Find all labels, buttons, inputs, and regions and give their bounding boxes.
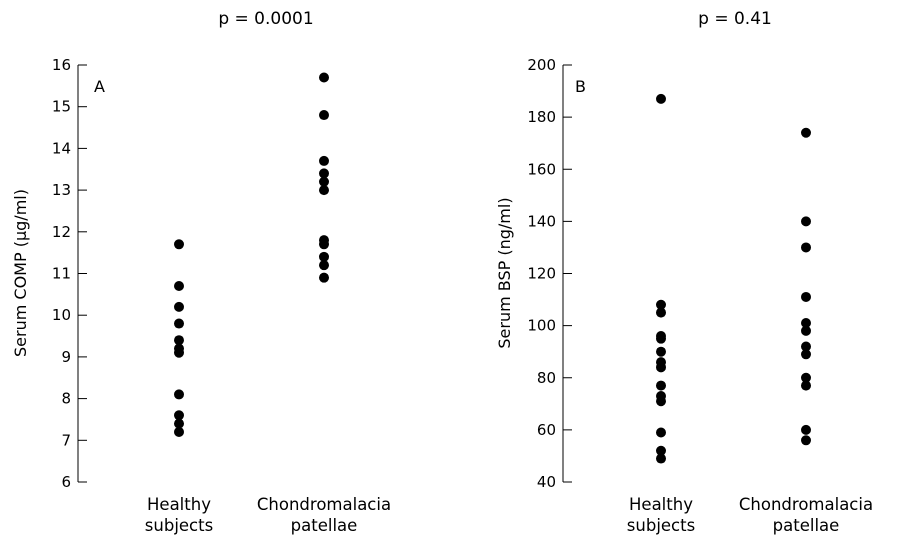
data-point [174,239,184,250]
data-point [656,299,666,310]
data-point [656,396,666,407]
y-axis-title: Serum BSP (ng/ml) [495,197,514,348]
panel-label: A [94,77,105,96]
data-point [656,427,666,438]
x-category-label: subjects [145,516,213,535]
y-tick-label: 14 [52,139,71,157]
y-tick-label: 7 [61,431,71,449]
data-point [319,260,329,271]
data-point [174,418,184,429]
y-tick-label: 200 [527,56,556,74]
data-point [174,389,184,400]
y-tick-label: 12 [52,223,71,241]
x-category-label: Healthy [147,495,211,514]
x-category-label: Chondromalacia [257,495,391,514]
data-point [174,410,184,421]
data-point [319,155,329,166]
data-point [319,110,329,121]
y-tick-label: 180 [527,108,556,126]
data-point [801,341,811,352]
y-tick-label: 120 [527,265,556,283]
data-point [801,372,811,383]
data-point [319,168,329,179]
y-axis-title: Serum COMP (µg/ml) [11,189,30,357]
data-point [801,349,811,360]
x-category-label: patellae [291,516,358,535]
data-point [174,281,184,292]
data-point [801,325,811,336]
data-point [319,72,329,83]
data-point [801,127,811,138]
data-point [656,453,666,464]
y-tick-label: 15 [52,98,71,116]
data-point [174,335,184,346]
data-point [801,291,811,302]
data-point [174,426,184,437]
x-category-label: Chondromalacia [739,495,873,514]
data-point [801,424,811,435]
panel-label: B [575,77,586,96]
data-point [174,318,184,329]
data-point [656,333,666,344]
y-tick-label: 60 [537,421,556,439]
chart-title: p = 0.41 [698,9,772,29]
y-tick-label: 9 [61,348,71,366]
data-point [656,380,666,391]
data-point [174,301,184,312]
data-point [656,445,666,456]
y-tick-label: 10 [52,306,71,324]
data-point [656,346,666,357]
data-point [801,435,811,446]
data-point [319,239,329,250]
y-tick-label: 11 [52,265,71,283]
data-point [801,216,811,227]
x-category-label: subjects [627,516,695,535]
data-point [319,176,329,187]
data-point [319,251,329,262]
y-tick-label: 8 [61,390,71,408]
chart-panel-b: p = 0.41 40 60 80 100 120 140 160 180 200 B Serum B… [495,9,873,535]
y-tick-label: 6 [61,473,71,491]
chart-title: p = 0.0001 [218,9,313,29]
y-tick-label: 16 [52,56,71,74]
data-point [319,272,329,283]
data-point [656,362,666,373]
data-point [801,242,811,253]
data-point [656,307,666,318]
y-tick-label: 160 [527,160,556,178]
data-point [801,318,811,329]
y-tick-label: 80 [537,369,556,387]
x-category-label: Healthy [629,495,693,514]
data-point [319,185,329,196]
chart-panel-a: p = 0.0001 6 7 8 9 10 11 12 13 14 15 16 A Serum COMP … [11,9,391,535]
y-tick-label: 40 [537,473,556,491]
x-category-label: patellae [773,516,840,535]
y-tick-label: 13 [52,181,71,199]
y-tick-label: 100 [527,317,556,335]
y-tick-label: 140 [527,212,556,230]
data-point [801,380,811,391]
data-point [656,93,666,104]
data-point [174,347,184,358]
